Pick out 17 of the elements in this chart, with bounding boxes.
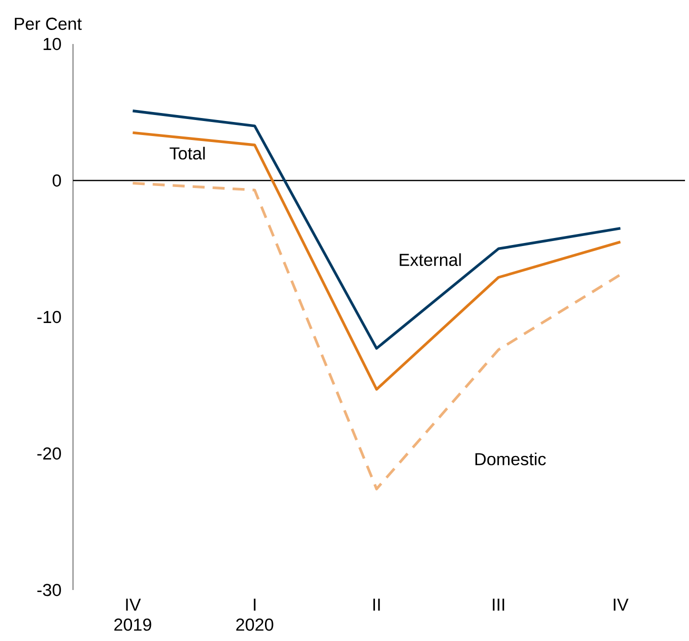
- line-series: [131, 110, 622, 350]
- x-tick-label: I 2020: [236, 598, 274, 631]
- y-axis-title: Per Cent: [14, 18, 82, 30]
- y-tick-label: -20: [37, 447, 61, 460]
- y-tick-label: 10: [44, 38, 61, 50]
- y-tick-label: -10: [37, 310, 61, 324]
- x-tick-label: IV: [614, 598, 628, 611]
- y-tick-label: -30: [37, 584, 61, 596]
- series-label: Total: [170, 146, 205, 160]
- line-series: [131, 131, 622, 391]
- y-tick-label: 0: [52, 174, 61, 187]
- series-label: External: [400, 253, 461, 266]
- line-series: [131, 182, 622, 490]
- x-tick-label: II: [373, 598, 380, 611]
- x-tick-label: III: [492, 598, 504, 611]
- x-tick-label: IV 2019: [114, 598, 152, 631]
- text: Domestic: [475, 452, 546, 466]
